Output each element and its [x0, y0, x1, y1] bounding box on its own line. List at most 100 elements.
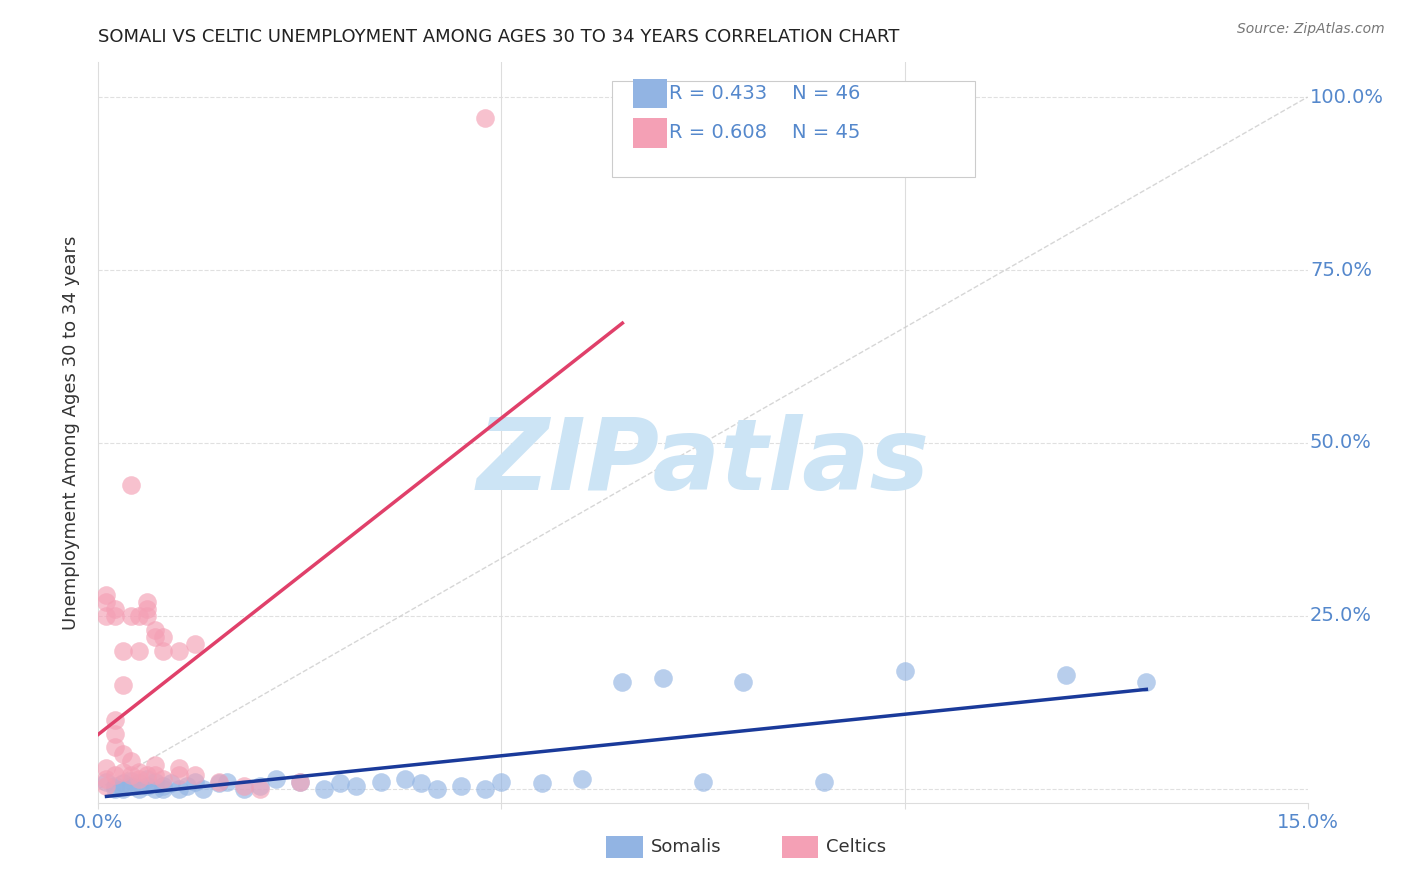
Point — [232, 781, 254, 796]
Point — [143, 630, 166, 644]
Point — [152, 643, 174, 657]
Point — [143, 768, 166, 782]
Point — [152, 630, 174, 644]
Text: 25.0%: 25.0% — [1310, 607, 1372, 625]
Point — [167, 768, 190, 782]
Point — [167, 781, 190, 796]
Point — [120, 779, 142, 793]
Text: Source: ZipAtlas.com: Source: ZipAtlas.com — [1237, 22, 1385, 37]
Point — [530, 776, 553, 790]
Point — [288, 775, 311, 789]
Point — [111, 747, 134, 762]
Point — [96, 761, 118, 775]
Text: ZIPatlas: ZIPatlas — [477, 414, 929, 511]
Point — [474, 111, 496, 125]
Point — [193, 781, 215, 796]
Point — [160, 776, 183, 790]
Point — [612, 674, 634, 689]
Point — [143, 757, 166, 772]
Point — [264, 772, 287, 786]
Point — [135, 768, 157, 782]
FancyBboxPatch shape — [613, 81, 976, 178]
Point — [143, 623, 166, 637]
Point — [232, 779, 254, 793]
Point — [152, 779, 174, 793]
Point — [135, 772, 157, 786]
Point — [120, 773, 142, 788]
Point — [1135, 674, 1157, 689]
Point — [135, 609, 157, 624]
Point — [176, 779, 198, 793]
Point — [491, 775, 513, 789]
Point — [96, 779, 118, 793]
Point — [370, 775, 392, 789]
Point — [152, 772, 174, 786]
FancyBboxPatch shape — [606, 836, 643, 858]
Point — [103, 609, 125, 624]
Point — [103, 602, 125, 616]
Point — [208, 775, 231, 789]
Point — [111, 776, 134, 790]
Text: Somalis: Somalis — [651, 838, 721, 856]
Point — [813, 775, 835, 789]
Point — [474, 781, 496, 796]
Point — [103, 740, 125, 755]
Point — [450, 779, 472, 793]
Point — [249, 779, 271, 793]
Point — [152, 781, 174, 796]
Point — [96, 772, 118, 786]
Point — [103, 726, 125, 740]
Point — [103, 781, 125, 796]
Point — [103, 768, 125, 782]
Point — [426, 781, 449, 796]
Point — [167, 761, 190, 775]
Point — [1054, 667, 1077, 681]
Point — [120, 754, 142, 768]
Point — [103, 713, 125, 727]
Point — [128, 764, 150, 779]
Point — [314, 781, 336, 796]
Point — [96, 609, 118, 624]
Point — [111, 764, 134, 779]
Point — [208, 776, 231, 790]
Point — [249, 781, 271, 796]
FancyBboxPatch shape — [633, 118, 666, 147]
Y-axis label: Unemployment Among Ages 30 to 34 years: Unemployment Among Ages 30 to 34 years — [62, 235, 80, 630]
Point — [217, 775, 239, 789]
Point — [128, 781, 150, 796]
Text: Celtics: Celtics — [827, 838, 886, 856]
Point — [143, 775, 166, 789]
FancyBboxPatch shape — [782, 836, 818, 858]
Point — [571, 772, 593, 786]
Point — [733, 674, 755, 689]
Point — [135, 602, 157, 616]
Point — [135, 595, 157, 609]
Point — [893, 665, 915, 679]
Point — [96, 595, 118, 609]
Point — [120, 768, 142, 782]
Point — [128, 776, 150, 790]
Point — [96, 775, 118, 789]
Point — [184, 768, 207, 782]
Text: 100.0%: 100.0% — [1310, 87, 1384, 106]
Text: R = 0.608    N = 45: R = 0.608 N = 45 — [669, 123, 860, 143]
Point — [128, 643, 150, 657]
Point — [128, 609, 150, 624]
Point — [651, 671, 673, 685]
Point — [344, 779, 367, 793]
Point — [111, 781, 134, 796]
Point — [409, 776, 432, 790]
Point — [143, 781, 166, 796]
Point — [120, 477, 142, 491]
Text: 75.0%: 75.0% — [1310, 260, 1372, 279]
Point — [394, 772, 416, 786]
Point — [167, 643, 190, 657]
Text: 50.0%: 50.0% — [1310, 434, 1372, 452]
Point — [135, 779, 157, 793]
Point — [184, 775, 207, 789]
Point — [184, 637, 207, 651]
Point — [111, 678, 134, 692]
FancyBboxPatch shape — [633, 78, 666, 108]
Point — [103, 779, 125, 793]
Point — [288, 775, 311, 789]
